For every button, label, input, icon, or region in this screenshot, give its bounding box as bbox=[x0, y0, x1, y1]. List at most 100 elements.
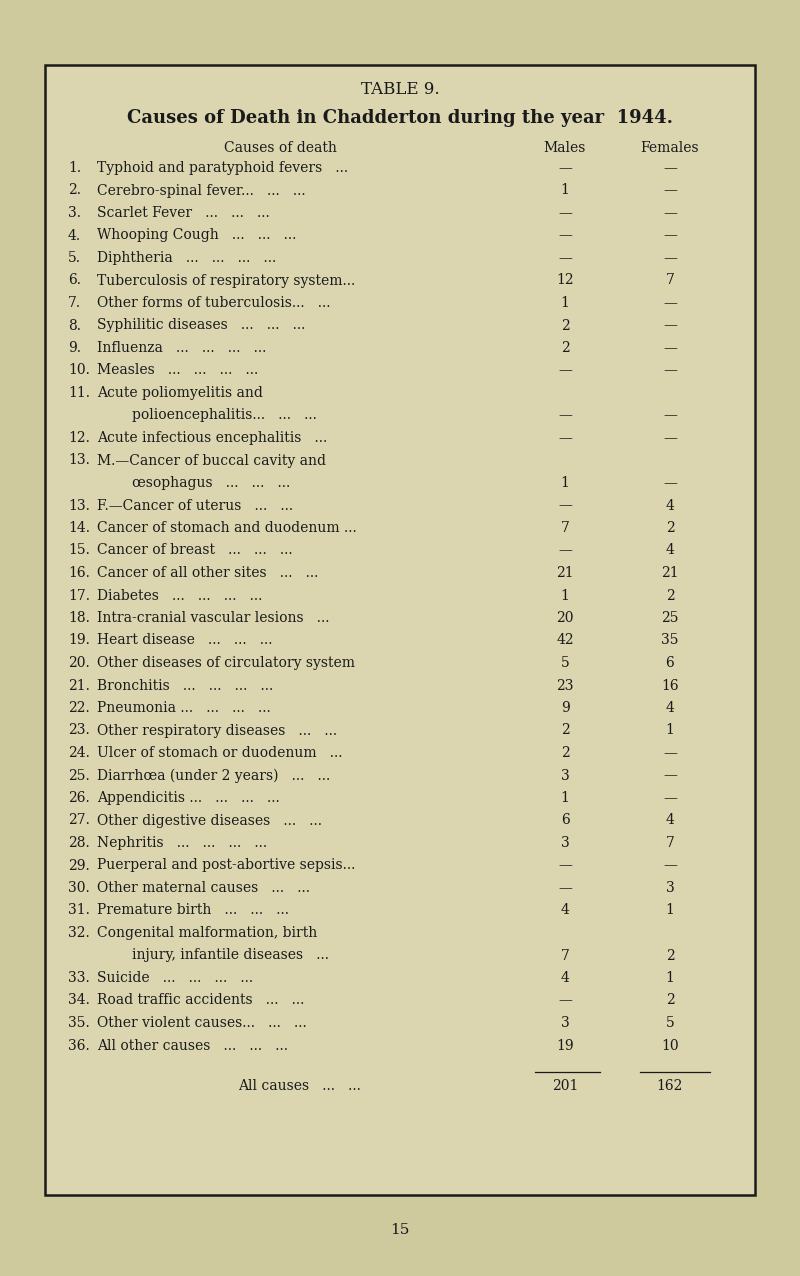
Text: 201: 201 bbox=[552, 1079, 578, 1094]
Text: 20.: 20. bbox=[68, 656, 90, 670]
Text: 3.: 3. bbox=[68, 205, 81, 219]
Text: 1.: 1. bbox=[68, 161, 81, 175]
Text: All causes   ...   ...: All causes ... ... bbox=[238, 1079, 362, 1094]
Text: Typhoid and paratyphoid fevers   ...: Typhoid and paratyphoid fevers ... bbox=[97, 161, 348, 175]
Text: —: — bbox=[663, 205, 677, 219]
Text: —: — bbox=[663, 341, 677, 355]
Text: —: — bbox=[558, 228, 572, 242]
Text: Other respiratory diseases   ...   ...: Other respiratory diseases ... ... bbox=[97, 723, 337, 738]
Text: Cancer of breast   ...   ...   ...: Cancer of breast ... ... ... bbox=[97, 544, 293, 558]
Text: 8.: 8. bbox=[68, 319, 81, 333]
Text: 2: 2 bbox=[666, 948, 674, 962]
Text: Cerebro-spinal fever...   ...   ...: Cerebro-spinal fever... ... ... bbox=[97, 184, 306, 198]
Text: Puerperal and post-abortive sepsis...: Puerperal and post-abortive sepsis... bbox=[97, 859, 355, 873]
Text: injury, infantile diseases   ...: injury, infantile diseases ... bbox=[97, 948, 329, 962]
Text: 4: 4 bbox=[666, 499, 674, 513]
Text: —: — bbox=[663, 746, 677, 760]
Text: 30.: 30. bbox=[68, 880, 90, 894]
Text: —: — bbox=[663, 768, 677, 782]
Text: 1: 1 bbox=[666, 723, 674, 738]
Text: Cancer of stomach and duodenum ...: Cancer of stomach and duodenum ... bbox=[97, 521, 357, 535]
Text: 1: 1 bbox=[561, 296, 570, 310]
Text: Other forms of tuberculosis...   ...: Other forms of tuberculosis... ... bbox=[97, 296, 330, 310]
Text: 28.: 28. bbox=[68, 836, 90, 850]
Text: 1: 1 bbox=[666, 903, 674, 917]
Text: 21.: 21. bbox=[68, 679, 90, 693]
Text: Intra-cranial vascular lesions   ...: Intra-cranial vascular lesions ... bbox=[97, 611, 330, 625]
Text: Road traffic accidents   ...   ...: Road traffic accidents ... ... bbox=[97, 994, 304, 1008]
Text: Diarrhœa (under 2 years)   ...   ...: Diarrhœa (under 2 years) ... ... bbox=[97, 768, 330, 782]
Text: 19.: 19. bbox=[68, 633, 90, 647]
Text: —: — bbox=[663, 364, 677, 378]
Text: 16.: 16. bbox=[68, 567, 90, 581]
Text: 31.: 31. bbox=[68, 903, 90, 917]
Text: —: — bbox=[558, 408, 572, 422]
Text: Ulcer of stomach or duodenum   ...: Ulcer of stomach or duodenum ... bbox=[97, 746, 342, 760]
Text: 4: 4 bbox=[666, 814, 674, 828]
Text: —: — bbox=[663, 228, 677, 242]
Text: Suicide   ...   ...   ...   ...: Suicide ... ... ... ... bbox=[97, 971, 253, 985]
Text: 3: 3 bbox=[561, 1016, 570, 1030]
Text: 3: 3 bbox=[666, 880, 674, 894]
Text: 10: 10 bbox=[661, 1039, 679, 1053]
Text: 23: 23 bbox=[556, 679, 574, 693]
Text: Measles   ...   ...   ...   ...: Measles ... ... ... ... bbox=[97, 364, 258, 378]
Text: Acute poliomyelitis and: Acute poliomyelitis and bbox=[97, 387, 263, 399]
Text: —: — bbox=[558, 499, 572, 513]
Text: 162: 162 bbox=[657, 1079, 683, 1094]
Text: 20: 20 bbox=[556, 611, 574, 625]
Text: 1: 1 bbox=[561, 791, 570, 805]
Text: 36.: 36. bbox=[68, 1039, 90, 1053]
Text: Acute infectious encephalitis   ...: Acute infectious encephalitis ... bbox=[97, 431, 327, 445]
Text: Cancer of all other sites   ...   ...: Cancer of all other sites ... ... bbox=[97, 567, 318, 581]
Text: 15: 15 bbox=[390, 1222, 410, 1236]
Text: —: — bbox=[558, 251, 572, 265]
Text: 1: 1 bbox=[561, 588, 570, 602]
Text: —: — bbox=[663, 791, 677, 805]
Bar bbox=[45, 65, 755, 1196]
Text: Other maternal causes   ...   ...: Other maternal causes ... ... bbox=[97, 880, 310, 894]
Text: Whooping Cough   ...   ...   ...: Whooping Cough ... ... ... bbox=[97, 228, 296, 242]
Text: —: — bbox=[663, 408, 677, 422]
Text: 2: 2 bbox=[666, 588, 674, 602]
Text: 1: 1 bbox=[561, 476, 570, 490]
Text: 11.: 11. bbox=[68, 387, 90, 399]
Text: —: — bbox=[663, 184, 677, 198]
Text: Causes of Death in Chadderton during the year  1944.: Causes of Death in Chadderton during the… bbox=[127, 108, 673, 128]
Text: Diabetes   ...   ...   ...   ...: Diabetes ... ... ... ... bbox=[97, 588, 262, 602]
Text: —: — bbox=[558, 431, 572, 445]
Text: 2.: 2. bbox=[68, 184, 81, 198]
Text: Bronchitis   ...   ...   ...   ...: Bronchitis ... ... ... ... bbox=[97, 679, 274, 693]
Text: Females: Females bbox=[641, 142, 699, 154]
Text: 7: 7 bbox=[666, 273, 674, 287]
Text: M.—Cancer of buccal cavity and: M.—Cancer of buccal cavity and bbox=[97, 453, 326, 467]
Text: 2: 2 bbox=[561, 341, 570, 355]
Text: 1: 1 bbox=[666, 971, 674, 985]
Text: Scarlet Fever   ...   ...   ...: Scarlet Fever ... ... ... bbox=[97, 205, 270, 219]
Text: —: — bbox=[558, 859, 572, 873]
Text: 4: 4 bbox=[666, 701, 674, 715]
Text: —: — bbox=[663, 859, 677, 873]
Text: 21: 21 bbox=[556, 567, 574, 581]
Text: 14.: 14. bbox=[68, 521, 90, 535]
Text: —: — bbox=[663, 476, 677, 490]
Text: 6: 6 bbox=[666, 656, 674, 670]
Text: 7: 7 bbox=[561, 521, 570, 535]
Text: 25.: 25. bbox=[68, 768, 90, 782]
Text: œsophagus   ...   ...   ...: œsophagus ... ... ... bbox=[97, 476, 290, 490]
Text: —: — bbox=[663, 431, 677, 445]
Text: —: — bbox=[558, 880, 572, 894]
Text: 3: 3 bbox=[561, 836, 570, 850]
Text: 4: 4 bbox=[666, 544, 674, 558]
Text: All other causes   ...   ...   ...: All other causes ... ... ... bbox=[97, 1039, 288, 1053]
Text: Diphtheria   ...   ...   ...   ...: Diphtheria ... ... ... ... bbox=[97, 251, 276, 265]
Text: Influenza   ...   ...   ...   ...: Influenza ... ... ... ... bbox=[97, 341, 266, 355]
Text: Syphilitic diseases   ...   ...   ...: Syphilitic diseases ... ... ... bbox=[97, 319, 306, 333]
Text: 2: 2 bbox=[666, 521, 674, 535]
Text: 22.: 22. bbox=[68, 701, 90, 715]
Text: 1: 1 bbox=[561, 184, 570, 198]
Text: 5: 5 bbox=[561, 656, 570, 670]
Text: 7: 7 bbox=[666, 836, 674, 850]
Text: 19: 19 bbox=[556, 1039, 574, 1053]
Text: 6.: 6. bbox=[68, 273, 81, 287]
